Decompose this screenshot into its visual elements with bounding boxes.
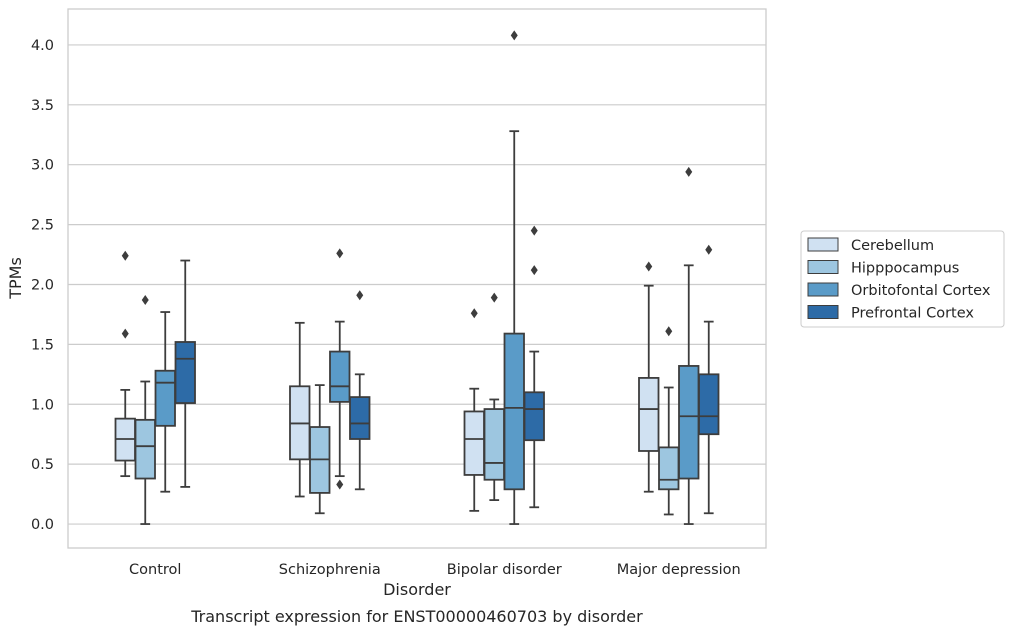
outlier-point (121, 250, 129, 261)
box-iqr (698, 373, 720, 436)
y-tick-label: 1.0 (31, 397, 54, 413)
box-orbitofontal-cortex-0 (154, 311, 176, 493)
box-orbitofontal-cortex-1 (329, 248, 351, 490)
box-prefrontal-cortex-2 (523, 225, 545, 509)
box-cerebellum-2 (463, 308, 485, 512)
y-tick-label: 0.0 (31, 517, 54, 533)
box-iqr (154, 369, 176, 427)
outlier-point (705, 244, 713, 255)
outlier-point (510, 30, 518, 41)
box-iqr (678, 365, 700, 480)
box-prefrontal-cortex-1 (349, 290, 371, 491)
box-iqr (523, 391, 545, 442)
legend-label: Hipppocampus (851, 261, 959, 277)
y-tick-label: 3.5 (31, 98, 54, 114)
legend-frame (800, 230, 1005, 328)
box-iqr (483, 408, 505, 481)
x-tick-labels: Control Schizophrenia Bipolar disorder Majo… (129, 562, 741, 578)
legend-swatch (807, 282, 839, 297)
y-tick-label: 1.5 (31, 337, 54, 353)
box-iqr (349, 396, 371, 440)
box-iqr (463, 410, 485, 476)
outlier-point (645, 261, 653, 272)
y-axis-label: TPMs (6, 257, 25, 300)
outlier-point (530, 225, 538, 236)
box-cerebellum-3 (638, 261, 660, 493)
x-tick-label: Bipolar disorder (447, 562, 562, 578)
y-tick-label: 4.0 (31, 38, 54, 54)
box-orbitofontal-cortex-3 (678, 166, 700, 525)
x-tick-label: Schizophrenia (279, 562, 381, 578)
y-tick-label: 3.0 (31, 158, 54, 174)
legend-label: Cerebellum (851, 238, 934, 254)
legend-swatch (807, 260, 839, 274)
box-iqr (658, 446, 680, 491)
legend-label: Prefrontal Cortex (851, 306, 974, 322)
outlier-point (121, 328, 129, 339)
x-tick-label: Major depression (617, 562, 741, 578)
outlier-point (665, 326, 673, 337)
legend-label: Orbitofontal Cortex (851, 283, 991, 299)
outlier-point (141, 295, 149, 306)
legend: Cerebellum Hipppocampus Orbitofontal Corte… (800, 230, 1005, 328)
plot-frame (67, 8, 767, 549)
box-cerebellum-1 (289, 321, 311, 498)
chart-caption: Transcript expression for ENST0000046070… (190, 607, 643, 626)
boxes-layer (114, 30, 720, 525)
y-tick-label: 0.5 (31, 457, 54, 473)
outlier-point (685, 166, 693, 177)
y-tick-label: 2.5 (31, 218, 54, 234)
y-tick-label: 2.0 (31, 277, 54, 293)
outlier-point (470, 308, 478, 319)
box-hipppocampus-1 (309, 384, 331, 515)
y-tick-labels: 0.0 0.5 1.0 1.5 2.0 2.5 3.0 3.5 4.0 (31, 38, 54, 533)
box-iqr (638, 377, 660, 452)
outlier-point (336, 479, 344, 490)
box-iqr (503, 332, 525, 491)
legend-swatch (807, 237, 839, 252)
legend-swatch (807, 305, 839, 319)
outlier-point (356, 290, 364, 301)
x-axis-label: Disorder (383, 580, 451, 599)
box-iqr (174, 341, 196, 404)
box-prefrontal-cortex-0 (174, 259, 196, 488)
box-iqr (134, 418, 156, 480)
outlier-point (530, 265, 538, 276)
outlier-point (490, 292, 498, 303)
box-iqr (329, 350, 351, 403)
outlier-point (336, 248, 344, 259)
box-hipppocampus-0 (134, 295, 156, 525)
box-prefrontal-cortex-3 (698, 244, 720, 515)
x-tick-label: Control (129, 562, 181, 578)
